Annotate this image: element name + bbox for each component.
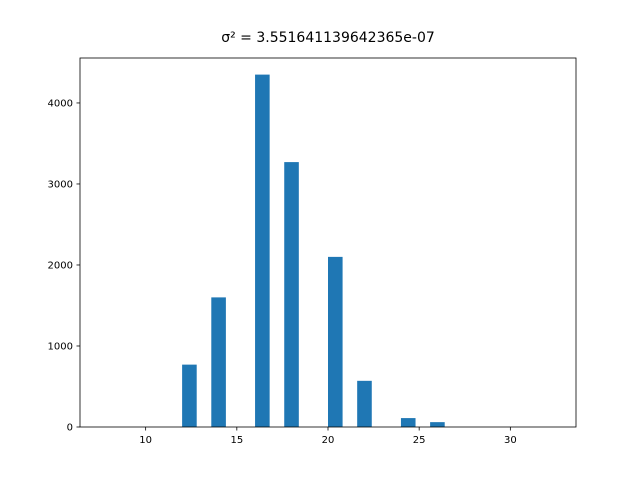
- chart-title: σ² = 3.551641139642365e-07: [221, 30, 435, 46]
- bar: [182, 364, 197, 427]
- y-tick-label: 1000: [48, 341, 73, 352]
- y-tick-label: 4000: [48, 98, 73, 109]
- x-tick-label: 20: [322, 435, 335, 446]
- bar: [357, 380, 372, 427]
- y-tick-label: 0: [67, 423, 73, 434]
- bar: [400, 418, 416, 427]
- x-tick-label: 25: [413, 435, 426, 446]
- y-tick-label: 2000: [48, 260, 73, 271]
- bar: [255, 74, 270, 427]
- bar: [284, 162, 299, 427]
- bar: [328, 256, 343, 427]
- x-tick-label: 15: [230, 435, 243, 446]
- bar: [211, 297, 226, 427]
- bar: [430, 422, 445, 427]
- x-tick-label: 10: [139, 435, 152, 446]
- x-tick-label: 30: [504, 435, 517, 446]
- y-tick-label: 3000: [48, 179, 73, 190]
